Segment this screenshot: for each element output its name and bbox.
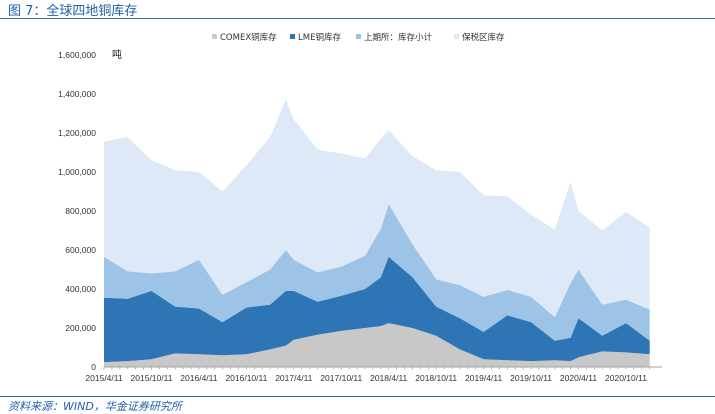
x-tick-label: 2015/10/11 <box>131 373 173 383</box>
legend-label: COMEX铜库存 <box>220 32 277 43</box>
area-series-1 <box>104 323 650 367</box>
legend: COMEX铜库存 LME铜库存 上期所：库存小计 保税区库存 <box>212 32 505 43</box>
y-tick-label: 1,400,000 <box>58 89 96 99</box>
x-tick-label: 2017/10/11 <box>320 373 362 383</box>
y-axis: 0 200,000 400,000 600,000 800,000 1,000,000 1,… <box>58 50 96 372</box>
x-tick-label: 2018/4/11 <box>370 373 407 383</box>
legend-swatch <box>454 34 459 39</box>
legend-swatch <box>356 34 361 39</box>
area-series-4 <box>104 99 650 318</box>
x-tick-label: 2020/4/11 <box>560 373 597 383</box>
unit-label: 吨 <box>112 48 122 61</box>
x-tick-label: 2019/4/11 <box>465 373 502 383</box>
stacked-area-chart: COMEX铜库存 LME铜库存 上期所：库存小计 保税区库存 吨 0 200,000 40… <box>58 32 662 383</box>
area-series-2 <box>104 256 650 363</box>
y-tick-label: 800,000 <box>65 206 96 216</box>
x-tick-label: 2018/10/11 <box>415 373 457 383</box>
y-tick-label: 1,200,000 <box>58 128 96 138</box>
area-series-group <box>104 99 650 367</box>
legend-label: 保税区库存 <box>462 32 505 43</box>
x-tick-label: 2020/10/11 <box>605 373 647 383</box>
y-tick-label: 400,000 <box>65 284 96 294</box>
y-tick-label: 200,000 <box>65 323 96 333</box>
legend-swatch <box>290 34 295 39</box>
title-rule <box>0 18 715 19</box>
x-tick-label: 2019/10/11 <box>510 373 552 383</box>
x-tick-label: 2017/4/11 <box>275 373 312 383</box>
legend-label: LME铜库存 <box>298 32 341 43</box>
figure-title: 图 7：全球四地铜库存 <box>8 4 138 19</box>
y-tick-label: 1,600,000 <box>58 50 96 60</box>
x-axis: 2015/4/11 2015/10/11 2016/4/11 2016/10/11 20… <box>85 366 662 383</box>
source-note: 资料来源：WIND，华金证券研究所 <box>8 400 182 413</box>
y-tick-label: 1,000,000 <box>58 167 96 177</box>
x-tick-label: 2016/10/11 <box>225 373 267 383</box>
x-tick-label: 2016/4/11 <box>180 373 217 383</box>
source-rule <box>0 396 715 397</box>
area-series-3 <box>104 204 650 341</box>
x-tick-label: 2015/4/11 <box>85 373 122 383</box>
legend-swatch <box>212 34 217 39</box>
y-tick-label: 600,000 <box>65 245 96 255</box>
legend-label: 上期所：库存小计 <box>364 32 433 43</box>
y-tick-label: 0 <box>91 362 96 372</box>
